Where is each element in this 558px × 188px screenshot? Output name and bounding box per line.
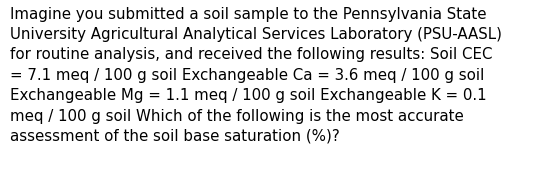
Text: Imagine you submitted a soil sample to the Pennsylvania State
University Agricul: Imagine you submitted a soil sample to t… — [10, 7, 502, 144]
